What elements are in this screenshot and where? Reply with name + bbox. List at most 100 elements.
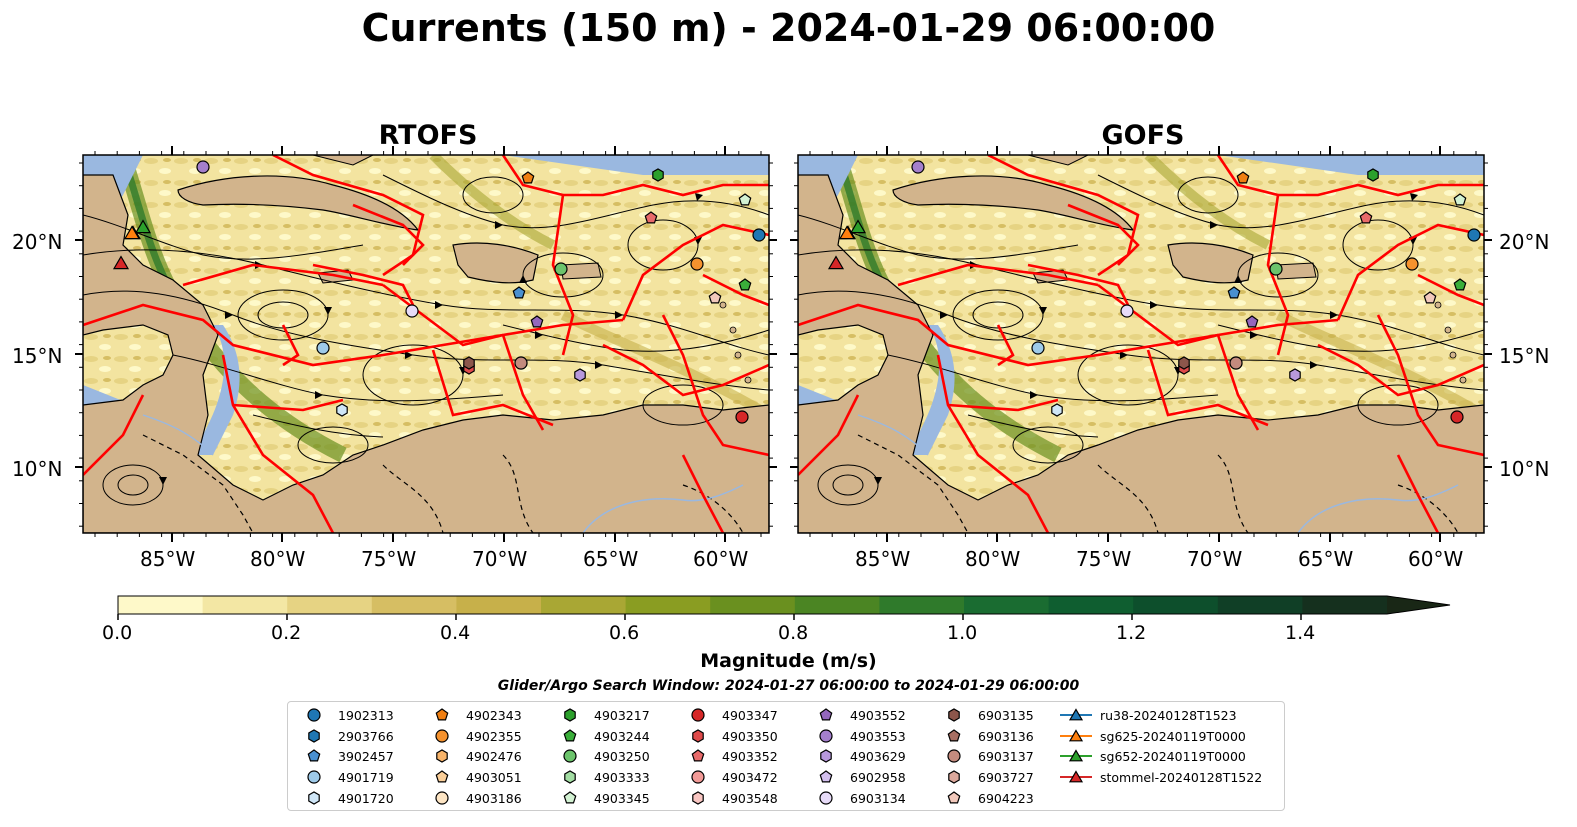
float-marker-4902355 [1405, 257, 1419, 271]
cbar-tick-7: 1.4 [1285, 622, 1316, 644]
float-marker-4901719 [1031, 341, 1045, 355]
lat-label-20n-left: 20°N [12, 230, 63, 254]
float-marker-6903134 [405, 304, 419, 318]
cbar-tick-2: 0.4 [440, 622, 471, 644]
legend-entry-label: 6903135 [978, 708, 1034, 723]
float-marker-4901720 [1051, 403, 1063, 417]
lon-label-60w-left: 60°W [693, 547, 749, 571]
lat-label-10n-right: 10°N [1499, 457, 1550, 481]
float-legend-marker-icon [819, 791, 833, 805]
lon-label-85w-left: 85°W [140, 547, 196, 571]
lat-label-10n-left: 10°N [12, 457, 63, 481]
colorbar-segment [1217, 596, 1303, 614]
lon-label-70w-left: 70°W [472, 547, 528, 571]
float-legend-marker-icon [308, 791, 320, 805]
glider-legend-marker-icon [1060, 770, 1092, 783]
lon-label-85w-right: 85°W [855, 547, 911, 571]
float-marker-4902355 [690, 257, 704, 271]
lat-label-20n-right: 20°N [1499, 230, 1550, 254]
legend-entry-label: 6903136 [978, 728, 1034, 744]
legend-entry-label: 6903134 [850, 790, 906, 806]
float-marker-4903345 [738, 193, 752, 206]
legend-entry-label: 3902457 [338, 749, 394, 765]
colorbar-segment [625, 596, 711, 614]
cbar-tick-1: 0.2 [271, 622, 302, 644]
colorbar-segment [710, 596, 796, 614]
float-marker-4903553 [196, 160, 210, 174]
legend-entry-label: ru38-20240128T1523 [1100, 708, 1237, 723]
glider-marker-sg652-20240119T0000 [849, 219, 867, 234]
float-legend-marker-icon [564, 708, 576, 722]
float-legend-marker-icon [819, 770, 833, 783]
float-marker-6903134 [1120, 304, 1134, 318]
float-legend-marker-icon [947, 749, 961, 763]
legend-entry-label: 4902355 [466, 728, 522, 744]
legend-entry-label: stommel-20240128T1522 [1100, 770, 1263, 786]
float-marker-4903347 [1450, 410, 1464, 424]
colorbar-segment [541, 596, 627, 614]
float-legend-marker-icon [563, 728, 577, 742]
colorbar-segment [371, 596, 457, 614]
legend-entry-label: 4903352 [722, 749, 778, 765]
float-marker-4903347 [735, 410, 749, 424]
float-legend-marker-icon [692, 728, 704, 743]
legend-entry-label: 4903217 [594, 708, 650, 723]
float-marker-4902343 [521, 171, 535, 184]
float-legend-marker-icon [307, 770, 321, 784]
lon-label-60w-right: 60°W [1408, 547, 1464, 571]
colorbar-label: Magnitude (m/s) [700, 650, 877, 672]
legend-entry-label: 4903548 [722, 790, 778, 806]
float-legend-marker-icon [947, 728, 961, 742]
float-marker-4903352 [644, 211, 658, 224]
lon-label-80w-left: 80°W [250, 547, 306, 571]
float-legend-marker-icon [948, 770, 960, 784]
legend-entry-label: 6903727 [978, 770, 1034, 786]
float-legend-marker-icon [435, 729, 449, 743]
lon-label-75w-left: 75°W [361, 547, 417, 571]
float-legend-marker-icon [563, 749, 577, 763]
legend: 1902313 2903766 3902457 4901719 4901720 49023… [287, 701, 1285, 811]
float-marker-4901720 [336, 403, 348, 417]
lon-label-80w-right: 80°W [965, 547, 1021, 571]
float-legend-marker-icon [564, 770, 576, 784]
float-legend-marker-icon [691, 749, 705, 762]
legend-entry-label: 6902958 [850, 770, 906, 786]
colorbar-segment [202, 596, 288, 614]
float-marker-6903135 [463, 356, 475, 370]
float-legend-marker-icon [307, 749, 321, 762]
float-legend-marker-icon [947, 791, 961, 804]
float-marker-4903217 [652, 168, 664, 182]
float-marker-4901719 [316, 341, 330, 355]
float-legend-marker-icon [307, 708, 321, 722]
float-marker-4903552 [1245, 315, 1259, 328]
colorbar-frame [117, 595, 1451, 615]
lon-label-75w-right: 75°W [1076, 547, 1132, 571]
glider-legend-marker-icon [1060, 708, 1092, 721]
legend-entry-label: 4903347 [722, 708, 778, 723]
legend-entry-label: 4901719 [338, 770, 394, 786]
float-marker-6904223 [708, 291, 722, 304]
map-gofs [798, 155, 1484, 533]
legend-entry-label: 4902343 [466, 708, 522, 723]
float-legend-marker-icon [819, 729, 833, 743]
legend-entry-label: 4903244 [594, 728, 650, 744]
legend-entry-label: 4903350 [722, 728, 778, 744]
float-legend-marker-icon [308, 728, 320, 743]
colorbar-segment [287, 596, 373, 614]
map-frame-gofs [797, 154, 1485, 534]
legend-entry-label: 6904223 [978, 790, 1034, 806]
colorbar-segment [1133, 596, 1219, 614]
colorbar [117, 595, 1451, 620]
float-marker-4902343 [1236, 171, 1250, 184]
float-marker-4903250 [554, 262, 568, 276]
float-marker-3902457 [1227, 286, 1241, 299]
colorbar-segment [794, 596, 880, 614]
float-legend-marker-icon [691, 770, 705, 784]
panel-title-rtofs: RTOFS [378, 120, 478, 151]
float-markers [112, 160, 1481, 424]
legend-entry-label: 4902476 [466, 749, 522, 765]
legend-entry-label: 4903186 [466, 790, 522, 806]
glider-marker-sg652-20240119T0000 [134, 219, 152, 234]
figure-title: Currents (150 m) - 2024-01-29 06:00:00 [361, 6, 1216, 50]
